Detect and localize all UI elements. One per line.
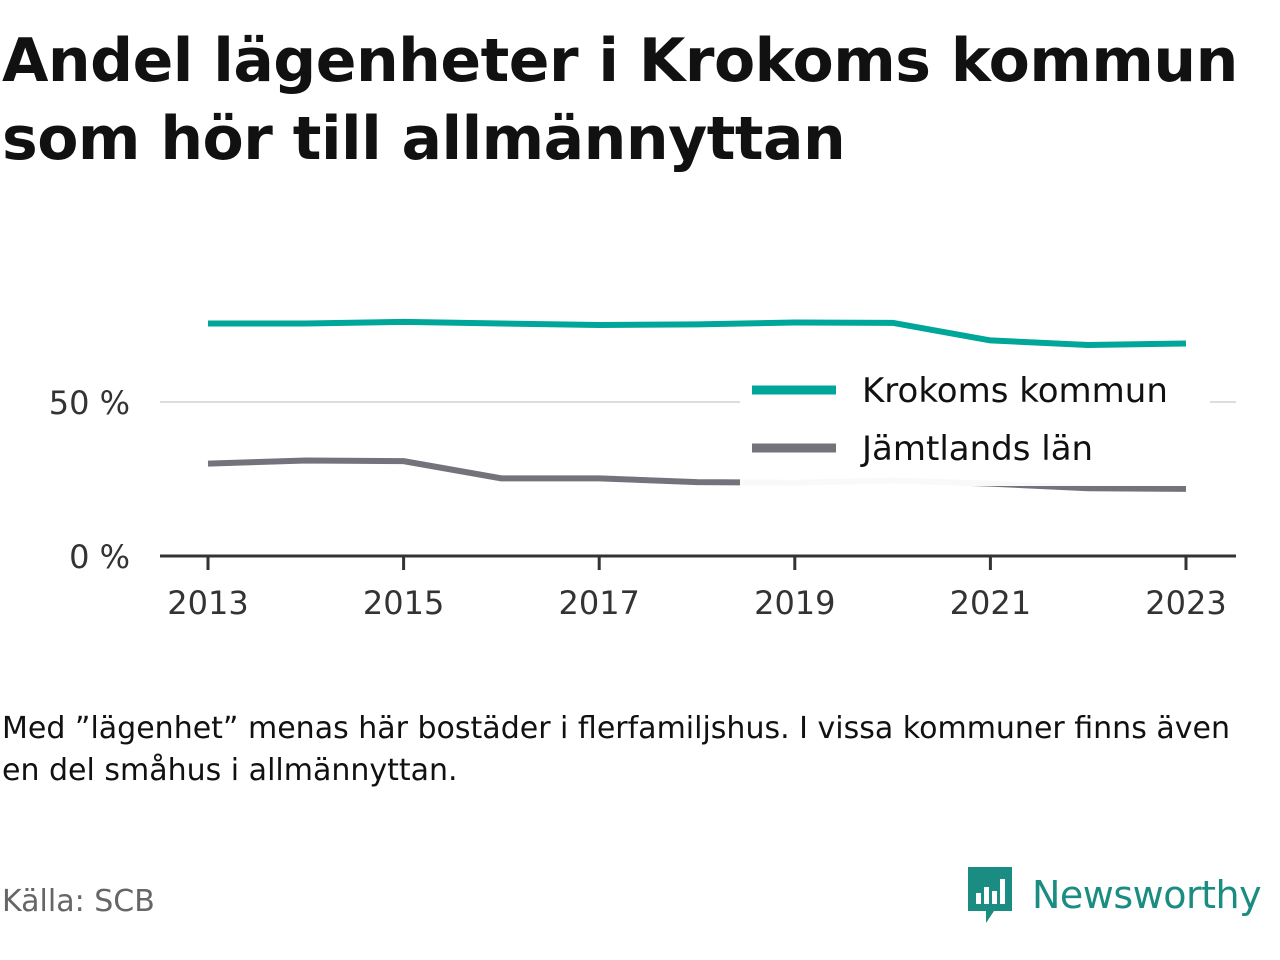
x-tick-label: 2017 (558, 584, 639, 622)
x-tick-label: 2019 (754, 584, 835, 622)
x-tick-label: 2023 (1145, 584, 1226, 622)
x-tick-label: 2021 (950, 584, 1031, 622)
newsworthy-logo-icon (968, 867, 1012, 923)
y-tick-label: 0 % (69, 538, 130, 576)
brand-name: Newsworthy (1032, 873, 1262, 917)
line-chart: 0 % 50 % 2013 2015 2017 2019 2021 2023 Krokoms … (49, 318, 1236, 622)
legend-label-1: Krokoms kommun (862, 371, 1168, 411)
brand-logo: Newsworthy (964, 864, 1262, 926)
legend-label-2: Jämtlands län (860, 429, 1093, 469)
x-tick-label: 2015 (363, 584, 444, 622)
series-line-1 (208, 318, 1187, 349)
source-label: Källa: SCB (2, 884, 155, 919)
chart-note: Med ”lägenhet” menas här bostäder i fler… (2, 711, 1230, 788)
axes: 0 % 50 % 2013 2015 2017 2019 2021 2023 (49, 384, 1236, 622)
y-tick-label: 50 % (49, 384, 130, 422)
legend: Krokoms kommun Jämtlands län (740, 362, 1210, 486)
legend-background (740, 362, 1210, 486)
x-tick-label: 2013 (167, 584, 248, 622)
chart-title: Andel lägenheter i Krokoms kommun som hö… (2, 26, 1238, 174)
